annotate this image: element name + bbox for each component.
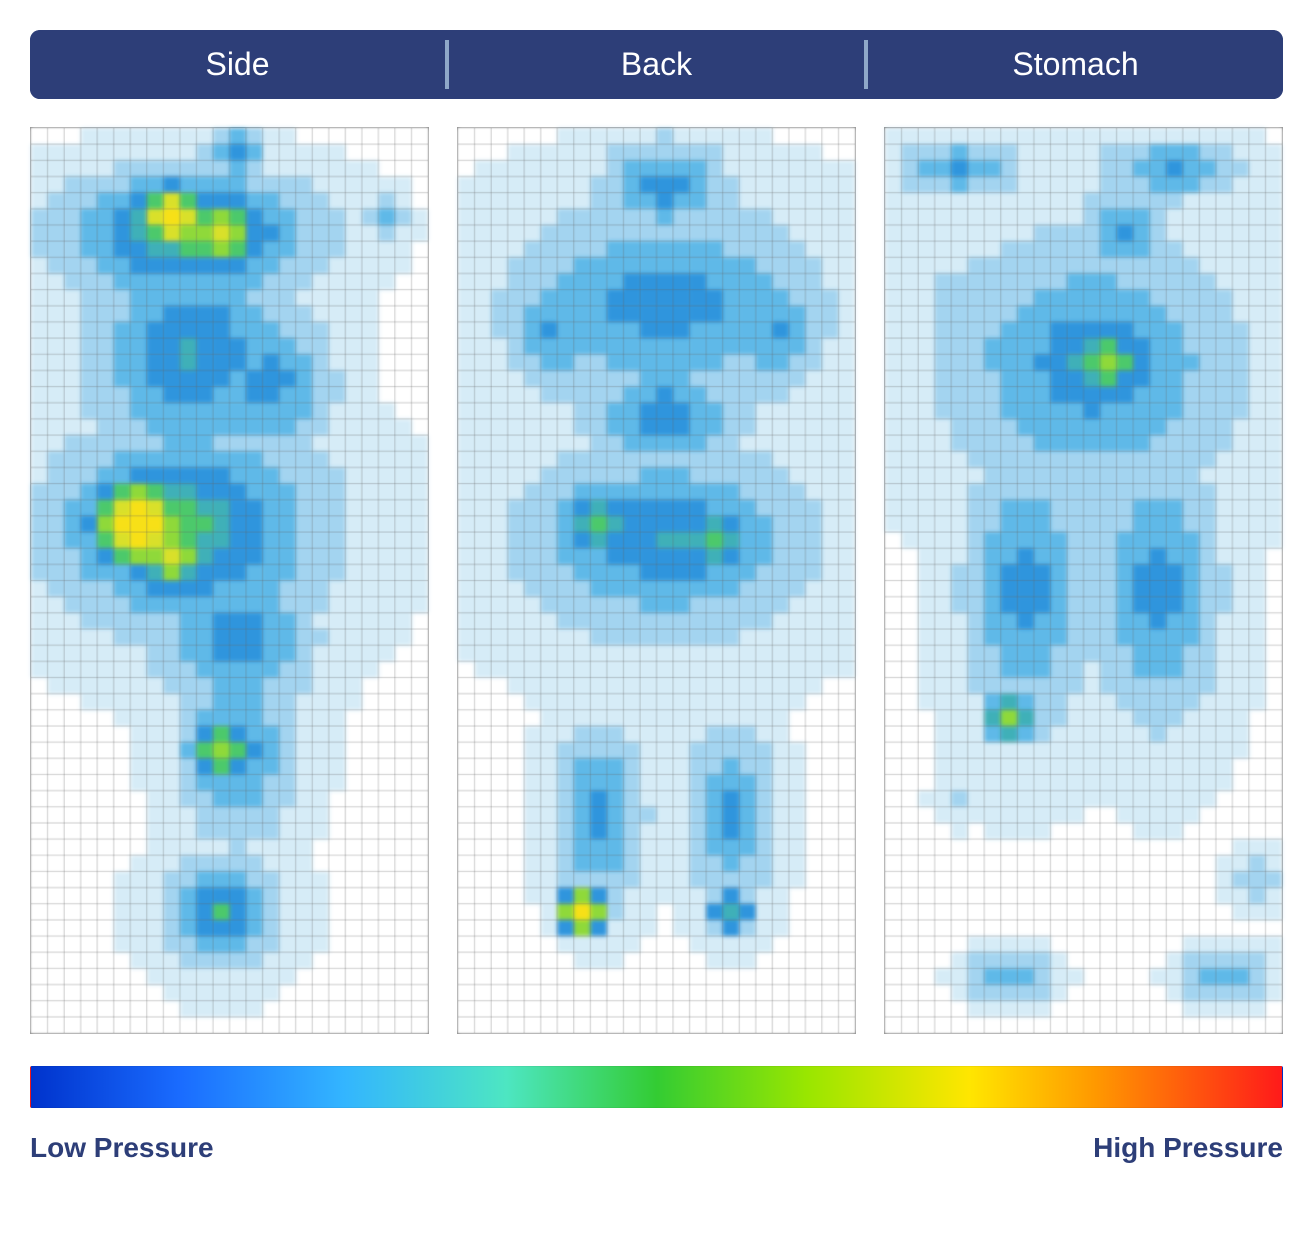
heatmap-panel-stomach [884,127,1283,1034]
grid-canvas-side [31,128,428,1033]
tab-back: Back [449,30,864,99]
heatmap-panel-back [457,127,856,1034]
heatmap-panel-side [30,127,429,1034]
position-header-bar: Side Back Stomach [30,30,1283,99]
grid-canvas-stomach [885,128,1282,1033]
tab-stomach: Stomach [868,30,1283,99]
pressure-legend-gradient [30,1066,1283,1108]
grid-canvas-back [458,128,855,1033]
legend-high-label: High Pressure [1093,1132,1283,1164]
legend-low-label: Low Pressure [30,1132,214,1164]
tab-side: Side [30,30,445,99]
heatmap-row [30,127,1283,1034]
pressure-legend-labels: Low Pressure High Pressure [30,1132,1283,1164]
